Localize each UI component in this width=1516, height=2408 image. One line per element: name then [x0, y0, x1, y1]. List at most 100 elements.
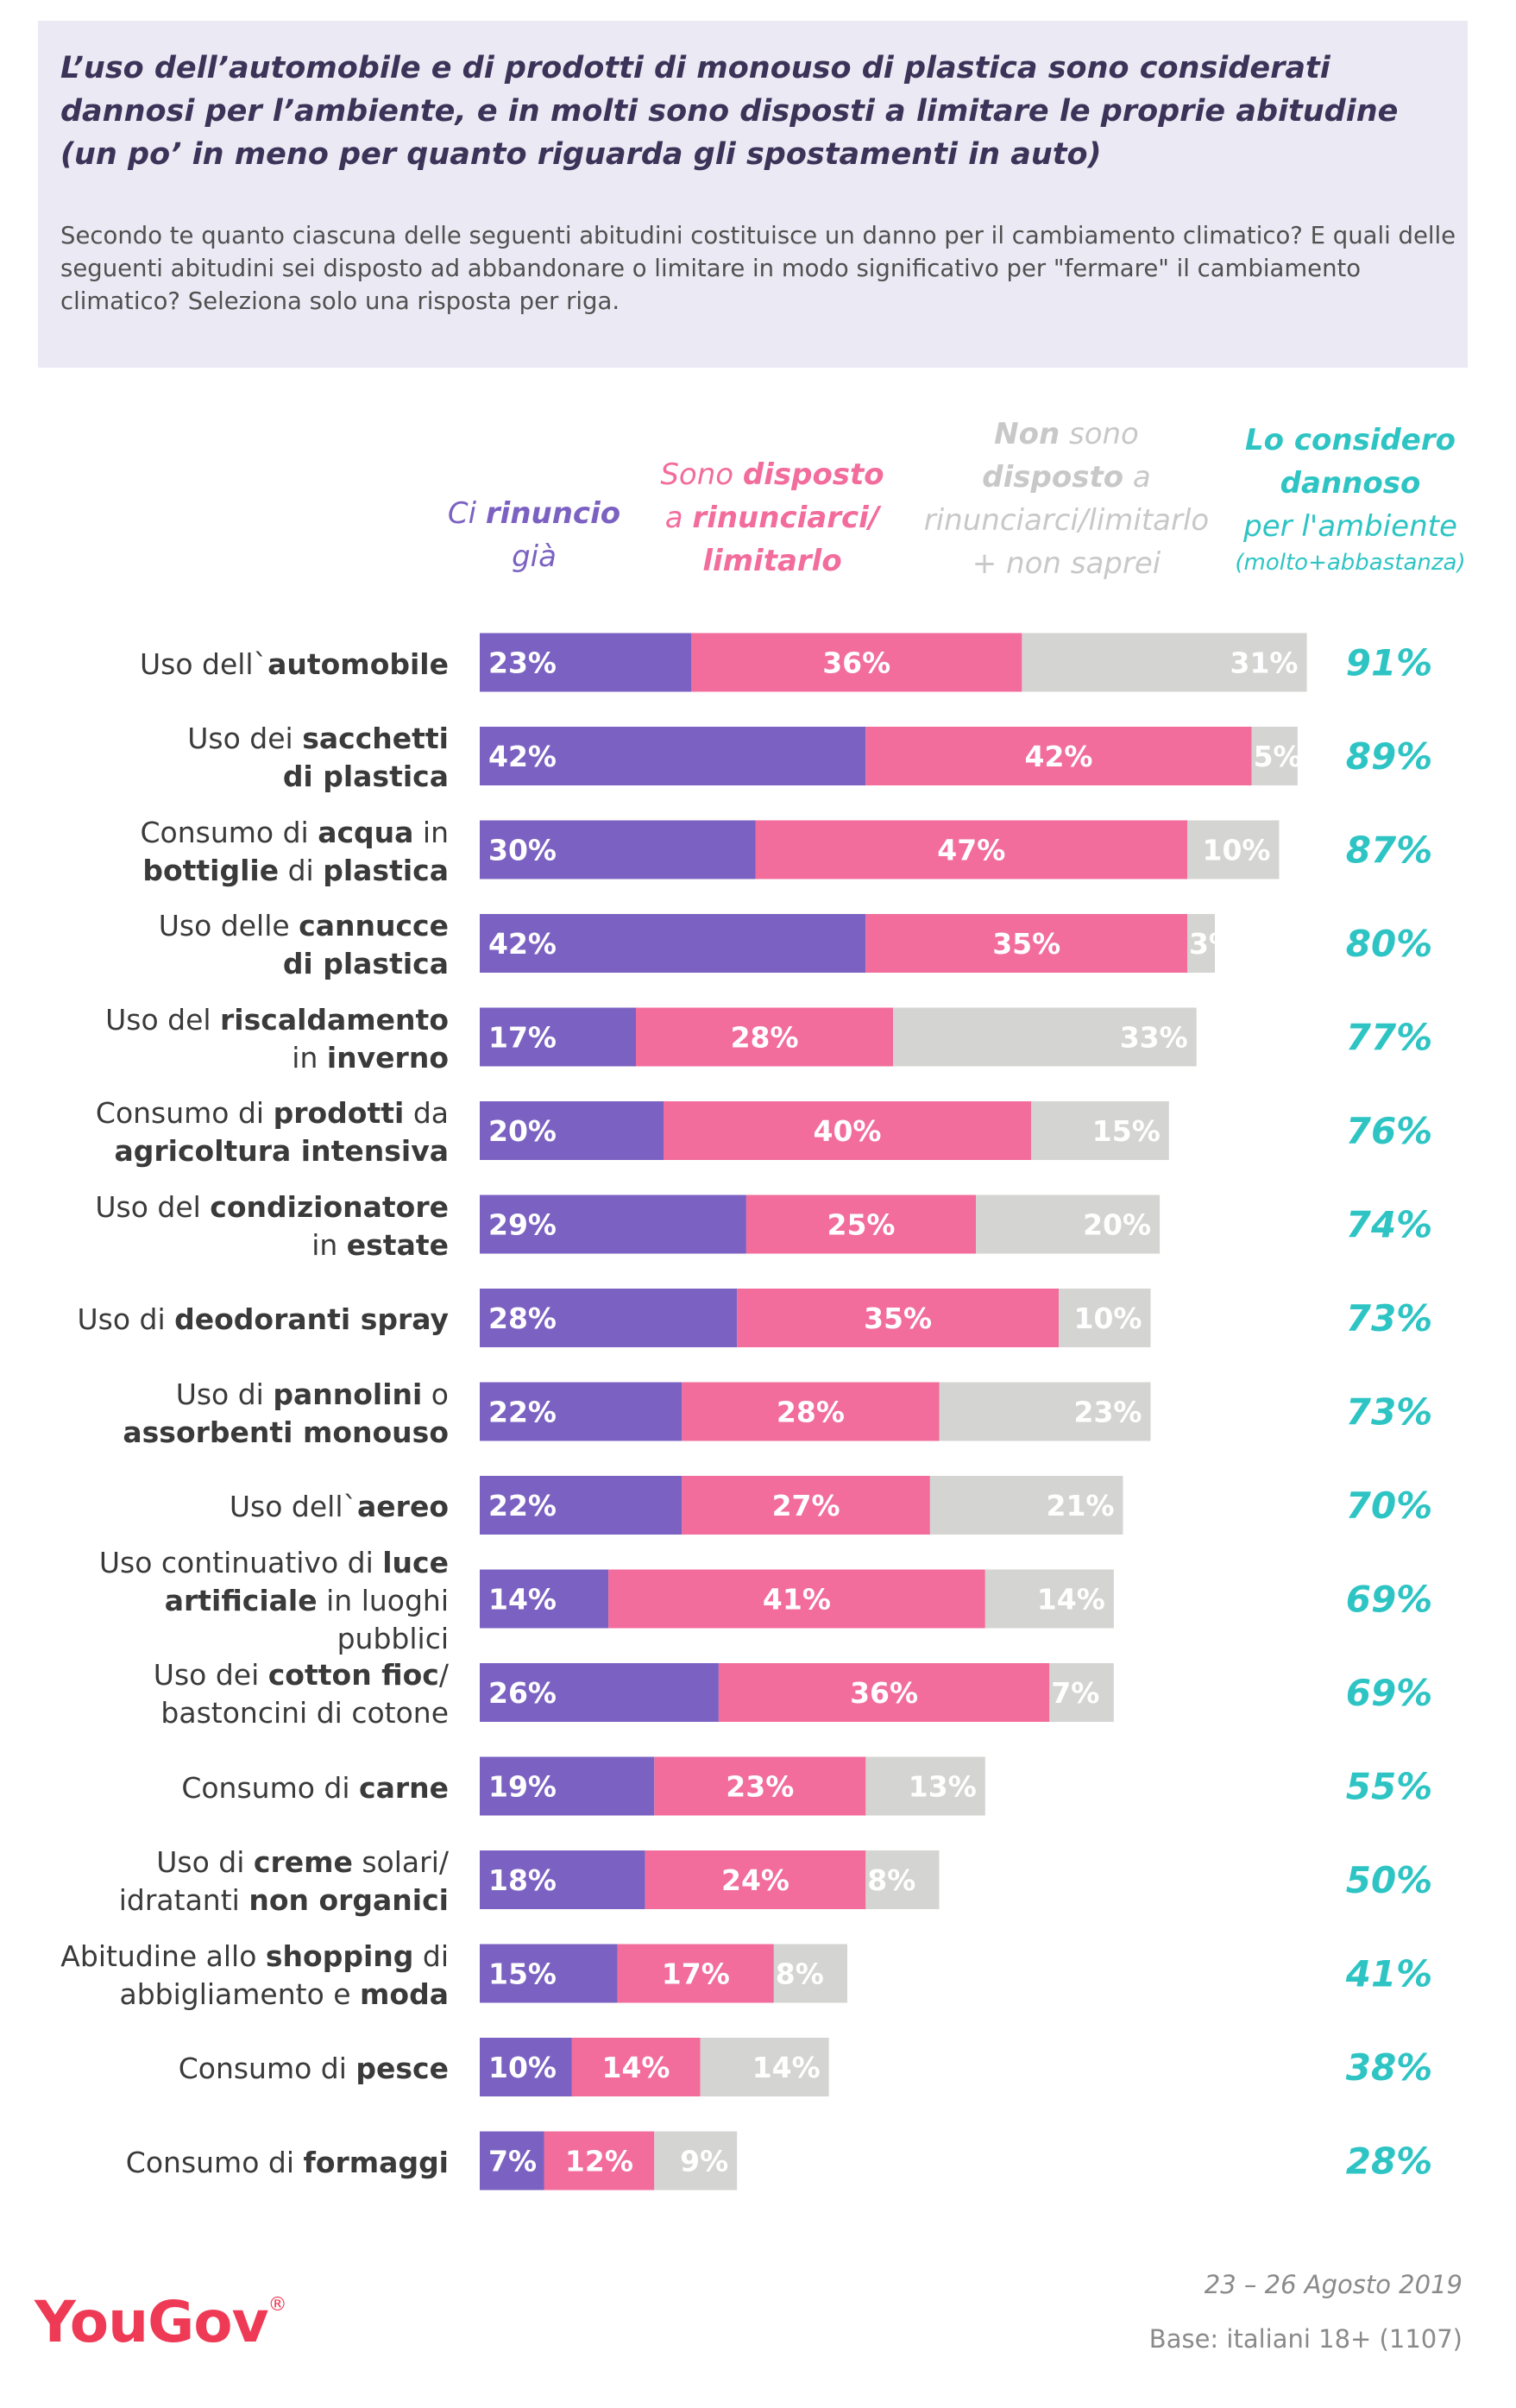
seg-already-value-label: 14%: [488, 1583, 557, 1617]
seg-already-bar: [480, 1195, 746, 1254]
seg-not-willing-value-label: 13%: [909, 1770, 977, 1804]
seg-not-willing-bar: [1251, 727, 1298, 785]
bar-row: 7% 12% 9% 28%: [480, 2131, 1432, 2191]
category-label: Uso del riscaldamento in inverno: [105, 1002, 449, 1075]
seg-already-bar: [480, 1007, 637, 1067]
seg-willing-value-label: 24%: [721, 1863, 789, 1897]
harmful-value-label: 50%: [1346, 1859, 1433, 1901]
bar-row: 23% 36% 31% 91%: [480, 633, 1432, 692]
seg-already-bar: [480, 1569, 609, 1629]
seg-willing-bar: [682, 1382, 940, 1441]
bar-row: 15% 17% 8% 41%: [480, 1944, 1433, 2003]
seg-already-value-label: 29%: [488, 1208, 557, 1242]
seg-willing-value-label: 25%: [827, 1208, 896, 1242]
seg-willing-value-label: 42%: [1025, 740, 1093, 773]
harmful-value-label: 41%: [1345, 1953, 1433, 1995]
harmful-value-label: 80%: [1346, 923, 1433, 965]
seg-willing-bar: [755, 820, 1188, 879]
seg-not-willing-bar: [654, 2131, 738, 2191]
seg-already-bar: [480, 2038, 572, 2096]
seg-willing-bar: [718, 1663, 1050, 1722]
seg-already-bar: [480, 1476, 683, 1535]
seg-willing-bar: [608, 1569, 985, 1629]
seg-not-willing-bar: [1059, 1289, 1151, 1347]
seg-already-bar: [480, 727, 866, 785]
seg-willing-value-label: 35%: [864, 1302, 932, 1335]
category-label: Consumo di acqua in bottiglie di plastica: [140, 815, 449, 887]
seg-already-value-label: 22%: [488, 1396, 557, 1429]
seg-not-willing-bar: [929, 1476, 1123, 1535]
seg-not-willing-value-label: 10%: [1074, 1302, 1142, 1335]
category-label: Uso continuativo di luce artificiale in l…: [98, 1545, 449, 1655]
seg-not-willing-value-label: 33%: [1120, 1021, 1188, 1055]
seg-not-willing-value-label: 8%: [776, 1957, 824, 1991]
harmful-value-label: 73%: [1346, 1297, 1433, 1340]
seg-willing-value-label: 27%: [772, 1489, 840, 1522]
seg-not-willing-bar: [700, 2038, 829, 2096]
legend-willing: Sono disposto a rinunciarci/ limitarlo: [660, 457, 884, 578]
seg-not-willing-bar: [773, 1944, 847, 2003]
category-label: Abitudine allo shopping di abbigliamento …: [60, 1938, 449, 2011]
seg-willing-value-label: 17%: [662, 1957, 730, 1991]
seg-not-willing-bar: [984, 1569, 1114, 1629]
seg-willing-value-label: 47%: [937, 834, 1005, 867]
harmful-value-label: 76%: [1346, 1110, 1433, 1152]
seg-already-bar: [480, 1756, 655, 1816]
seg-willing-bar: [691, 633, 1022, 692]
seg-willing-value-label: 40%: [814, 1114, 882, 1148]
seg-willing-value-label: 41%: [763, 1583, 831, 1617]
seg-not-willing-value-label: 20%: [1083, 1208, 1151, 1242]
seg-already-value-label: 20%: [488, 1114, 557, 1148]
harmful-value-label: 70%: [1346, 1485, 1433, 1527]
seg-willing-value-label: 12%: [565, 2145, 633, 2178]
seg-not-willing-bar: [865, 1756, 985, 1816]
seg-not-willing-bar: [939, 1382, 1151, 1441]
seg-not-willing-bar: [893, 1007, 1197, 1067]
seg-not-willing-bar: [865, 1850, 940, 1909]
seg-willing-bar: [544, 2131, 655, 2191]
survey-date: 23 – 26 Agosto 2019: [1204, 2270, 1463, 2299]
seg-not-willing-value-label: 15%: [1092, 1114, 1161, 1148]
seg-already-bar: [480, 1289, 738, 1347]
seg-already-bar: [480, 1663, 719, 1722]
category-label: Uso di pannolini o assorbenti monouso: [123, 1377, 449, 1449]
legend-not-willing: Non sono disposto a rinunciarci/limitarl…: [923, 417, 1210, 581]
seg-willing-value-label: 36%: [822, 646, 890, 680]
harmful-value-label: 89%: [1346, 735, 1433, 778]
category-label: Uso di creme solari/idratanti non organi…: [118, 1845, 449, 1917]
legend-harmful: Lo considero dannoso per l'ambiente (mol…: [1235, 423, 1466, 576]
seg-already-value-label: 42%: [488, 740, 557, 773]
harmful-value-label: 87%: [1346, 829, 1433, 872]
harmful-value-label: 73%: [1346, 1391, 1433, 1434]
seg-already-bar: [480, 1101, 664, 1160]
category-label: Uso del condizionatore in estate: [95, 1189, 449, 1262]
sample-base: Base: italiani 18+ (1107): [1148, 2324, 1463, 2354]
seg-not-willing-bar: [1187, 820, 1280, 879]
yougov-logo: YouGov®: [35, 2289, 287, 2355]
bar-row: 30% 47% 10% 87%: [480, 820, 1433, 879]
seg-not-willing-value-label: 14%: [752, 2051, 821, 2084]
seg-already-value-label: 18%: [488, 1863, 557, 1897]
seg-willing-bar: [664, 1101, 1031, 1160]
seg-willing-bar: [617, 1944, 774, 2003]
category-label: Uso dell`automobile: [139, 646, 449, 681]
seg-already-value-label: 23%: [488, 646, 557, 680]
seg-not-willing-value-label: 31%: [1230, 646, 1299, 680]
question-text: Secondo te quanto ciascuna delle seguent…: [60, 222, 1456, 315]
seg-willing-value-label: 35%: [992, 927, 1060, 961]
seg-willing-bar: [636, 1007, 894, 1067]
seg-already-bar: [480, 633, 691, 692]
category-label: Consumo di prodotti da agricoltura intens…: [95, 1096, 449, 1168]
seg-not-willing-bar: [976, 1195, 1161, 1254]
bar-row: 42% 35% 3% 80%: [480, 914, 1432, 973]
bar-row: 28% 35% 10% 73%: [480, 1289, 1432, 1347]
seg-not-willing-bar: [1031, 1101, 1169, 1160]
seg-already-value-label: 17%: [488, 1021, 557, 1055]
seg-not-willing-value-label: 14%: [1037, 1583, 1105, 1617]
seg-already-value-label: 42%: [488, 927, 557, 961]
harmful-value-label: 77%: [1346, 1017, 1433, 1059]
bar-row: 22% 28% 23% 73%: [480, 1382, 1433, 1441]
bar-row: 17% 28% 33% 77%: [480, 1007, 1433, 1067]
seg-not-willing-value-label: 5%: [1254, 740, 1302, 773]
